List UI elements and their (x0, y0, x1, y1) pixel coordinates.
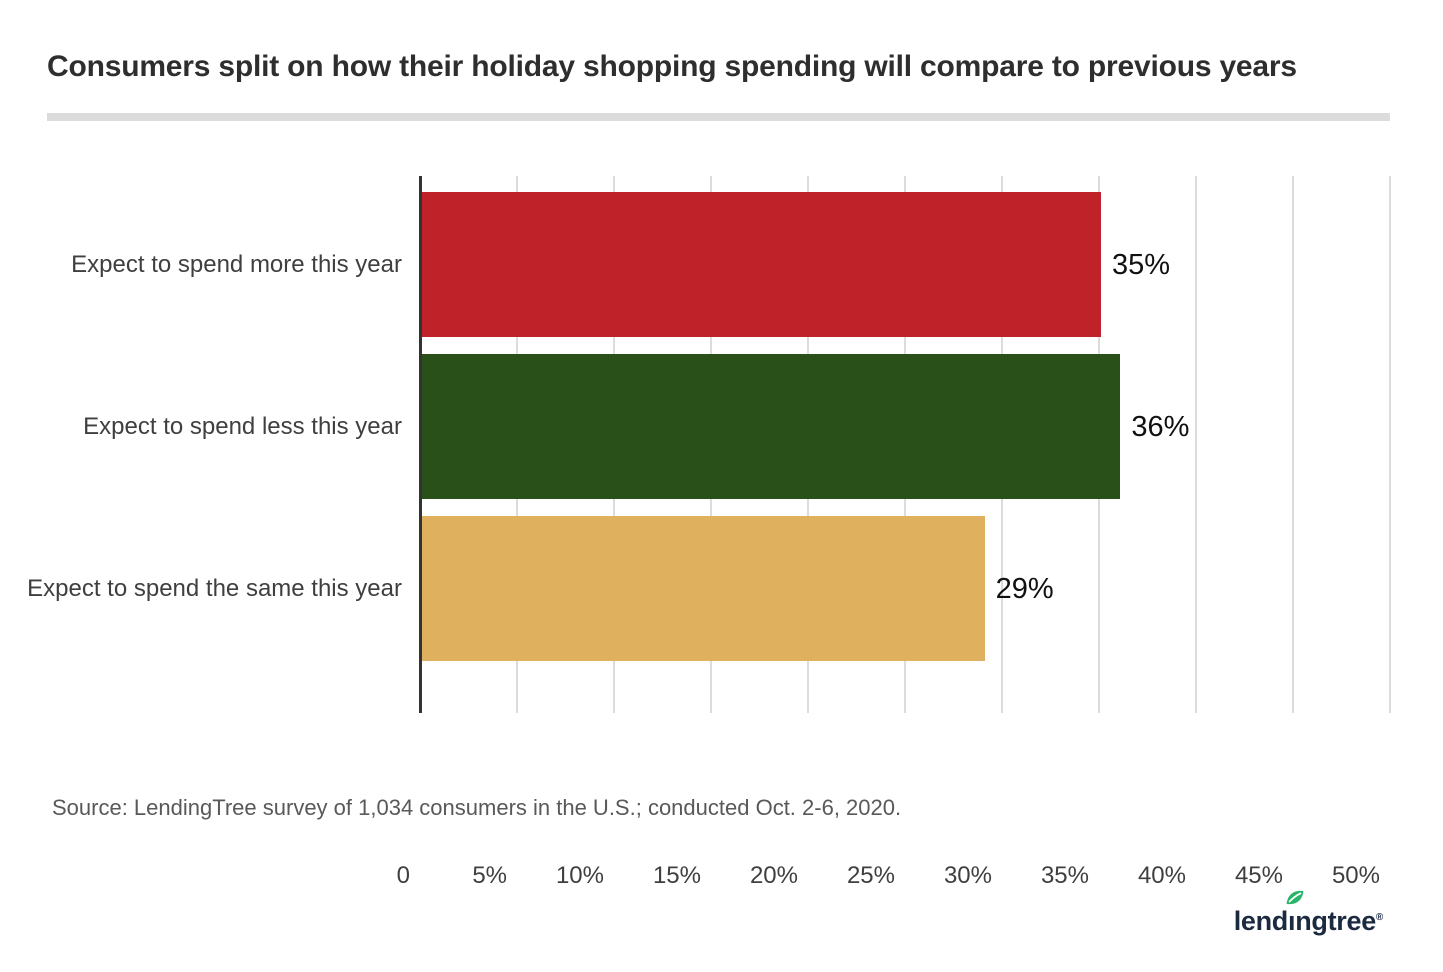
logo-dotless-i: ı (1288, 906, 1296, 936)
leaf-icon (1286, 890, 1304, 905)
logo-registered-mark: ® (1375, 912, 1383, 923)
x-tick-label-0: 0 (396, 862, 410, 889)
gridline-50 (1389, 176, 1391, 713)
value-label-bar-spend-more: 35% (1112, 248, 1171, 281)
title-divider (47, 113, 1390, 121)
y-axis-line (419, 176, 422, 713)
source-note: Source: LendingTree survey of 1,034 cons… (52, 795, 902, 820)
plot-area: 0 5% 10% 15% 20% 25% 30% 35% 40% 45% 50% 35% 36% 29% (397, 176, 1391, 889)
logo-part1: lend (1233, 906, 1289, 936)
gridline-45 (1292, 176, 1294, 713)
x-tick-label-30: 30% (943, 862, 992, 889)
value-label-bar-spend-less: 36% (1131, 410, 1190, 443)
bar-spend-same (422, 516, 985, 661)
x-tick-label-35: 35% (1040, 862, 1089, 889)
category-label-bar-spend-more: Expect to spend more this year (71, 250, 402, 278)
category-axis-labels: Expect to spend more this year Expect to … (0, 176, 402, 713)
x-tick-label-10: 10% (555, 862, 604, 889)
x-tick-label-45: 45% (1234, 862, 1283, 889)
x-tick-label-15: 15% (652, 862, 701, 889)
x-tick-label-25: 25% (846, 862, 895, 889)
lendingtree-logo: lendıngtree® (1233, 890, 1383, 937)
gridline-40 (1195, 176, 1197, 713)
chart-title: Consumers split on how their holiday sho… (47, 50, 1297, 83)
x-tick-label-40: 40% (1137, 862, 1186, 889)
x-tick-label-5: 5% (472, 862, 507, 889)
logo-part2: ngtree (1295, 906, 1376, 936)
value-label-bar-spend-same: 29% (995, 572, 1054, 605)
x-tick-label-50: 50% (1331, 862, 1380, 889)
logo-wordmark: lendıngtree® (1233, 890, 1383, 937)
category-label-bar-spend-less: Expect to spend less this year (83, 412, 402, 440)
bar-spend-more (422, 192, 1101, 337)
x-tick-label-20: 20% (749, 862, 798, 889)
category-label-bar-spend-same: Expect to spend the same this year (27, 574, 402, 602)
bar-spend-less (422, 354, 1121, 499)
